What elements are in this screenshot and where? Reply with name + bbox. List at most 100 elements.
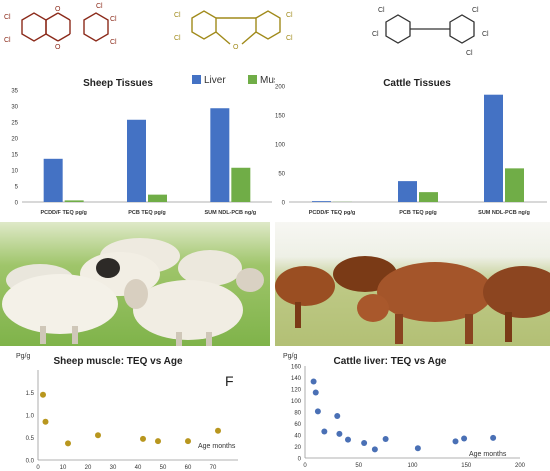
x-axis-label: Age months [198, 443, 236, 450]
y-tick-label: 40 [294, 434, 301, 440]
y-tick-label: 80 [294, 411, 301, 417]
y-axis-label: Pg/g [283, 353, 298, 360]
chart-title: Cattle liver: TEQ vs Age [334, 356, 447, 367]
y-tick-label: 0.0 [26, 459, 35, 465]
y-tick-label: 25 [11, 121, 18, 127]
x-tick-label: SUM NDL-PCB ng/g [478, 210, 530, 216]
cattle-liver-scatter: Cattle liver: TEQ vs Age Pg/g 0 20 40 60 80 100… [283, 353, 526, 469]
y-tick-label: 20 [294, 445, 301, 451]
dioxin-cl-5: Cl [110, 39, 117, 46]
y-tick-label: 35 [11, 89, 18, 95]
y-tick-label: 100 [291, 399, 302, 405]
scatter-point [361, 440, 368, 447]
scatter-point [314, 408, 321, 415]
scatter-point [371, 446, 378, 453]
furan-structure: O Cl Cl Cl Cl [174, 10, 293, 51]
x-tick-label: 50 [355, 463, 362, 469]
x-tick-label: 70 [210, 465, 217, 471]
legend-label: Liver [204, 75, 226, 86]
y-tick-label: 150 [275, 114, 286, 120]
furan-o: O [233, 44, 239, 51]
x-tick-label: 200 [515, 463, 526, 469]
x-tick-label: 30 [110, 465, 117, 471]
dioxin-o-top: O [55, 6, 61, 13]
scatter-point [42, 418, 49, 425]
bar-liver [484, 94, 503, 202]
legend-swatch [192, 75, 201, 84]
cattle-photo [275, 222, 550, 346]
bar-muscle [64, 200, 84, 202]
y-tick-label: 1.5 [26, 391, 35, 397]
x-tick-label: SUM NDL-PCB ng/g [205, 210, 257, 216]
y-axis-label: Pg/g [16, 353, 31, 360]
scatter-point [215, 427, 221, 434]
y-tick-label: 30 [11, 105, 18, 111]
pcb-cl-3: Cl [472, 7, 479, 14]
y-tick-label: 160 [291, 365, 302, 371]
x-tick-label: 20 [85, 465, 92, 471]
bar-muscle [419, 192, 438, 202]
x-tick-label: PCDD/F TEQ pg/g [40, 210, 86, 216]
cattle-tissues-chart: Cattle Tissues 0 50 100 150 200 PCDD/F TEQ pg/… [275, 78, 547, 216]
furan-cl-1: Cl [174, 12, 181, 19]
chart-title: Sheep Tissues [83, 78, 153, 89]
dioxin-cl-4: Cl [110, 16, 117, 23]
y-tick-label: 0 [282, 201, 286, 207]
scatter-point [95, 432, 101, 439]
y-tick-label: 120 [291, 388, 302, 394]
scatter-point [140, 435, 146, 442]
scatter-point [321, 428, 328, 435]
bar-liver [210, 108, 230, 202]
dioxin-cl-3: Cl [96, 3, 103, 10]
pcb-structure: Cl Cl Cl Cl Cl [372, 7, 489, 57]
pcb-cl-1: Cl [378, 7, 385, 14]
y-tick-label: 0.5 [26, 436, 35, 442]
pcb-cl-5: Cl [466, 50, 473, 57]
bar-liver [312, 201, 331, 202]
y-tick-label: 15 [11, 153, 18, 159]
x-axis-label: Age months [469, 451, 507, 458]
scatter-point [334, 413, 341, 420]
x-tick-label: 10 [60, 465, 67, 471]
x-tick-label: 60 [185, 465, 192, 471]
dioxin-structure: O O Cl Cl Cl Cl Cl [4, 3, 117, 51]
scatter-point [40, 391, 46, 398]
y-tick-label: 60 [294, 422, 301, 428]
y-tick-label: 10 [11, 169, 18, 175]
scatter-point [414, 445, 421, 452]
x-tick-label: 100 [407, 463, 418, 469]
scatter-point [461, 435, 468, 442]
y-tick-label: 5 [15, 185, 19, 191]
scatter-point [185, 438, 191, 445]
pcb-cl-2: Cl [372, 31, 379, 38]
x-tick-label: 0 [303, 463, 307, 469]
x-tick-label: PCB TEQ pg/g [128, 210, 166, 216]
scatter-point [490, 434, 497, 441]
x-tick-label: 150 [461, 463, 472, 469]
dioxin-cl-2: Cl [4, 37, 11, 44]
dioxin-o-bottom: O [55, 44, 61, 51]
legend-label: Muscle [260, 75, 275, 86]
scatter-point [452, 438, 459, 445]
y-tick-label: 50 [278, 172, 285, 178]
x-tick-label: 50 [160, 465, 167, 471]
y-tick-label: 0 [15, 201, 19, 207]
scatter-point [155, 438, 161, 445]
dioxin-cl-1: Cl [4, 14, 11, 21]
y-tick-label: 200 [275, 85, 286, 91]
y-tick-label: 1.0 [26, 414, 35, 420]
bar-muscle [505, 168, 524, 202]
scatter-point [382, 436, 389, 443]
x-tick-label: PCB TEQ pg/g [399, 210, 437, 216]
x-tick-label: PCDD/F TEQ pg/g [309, 210, 355, 216]
bar-liver [43, 158, 63, 202]
bar-liver [398, 181, 417, 202]
y-tick-label: 20 [11, 137, 18, 143]
scatter-point [65, 440, 71, 447]
scatter-point [312, 389, 319, 396]
y-tick-label: 100 [275, 143, 286, 149]
sheep-muscle-scatter: Sheep muscle: TEQ vs Age Pg/g 0.0 0.5 1.0 1.5… [16, 353, 238, 471]
bar-liver [127, 119, 146, 202]
x-tick-label: 0 [36, 465, 40, 471]
furan-cl-2: Cl [174, 35, 181, 42]
